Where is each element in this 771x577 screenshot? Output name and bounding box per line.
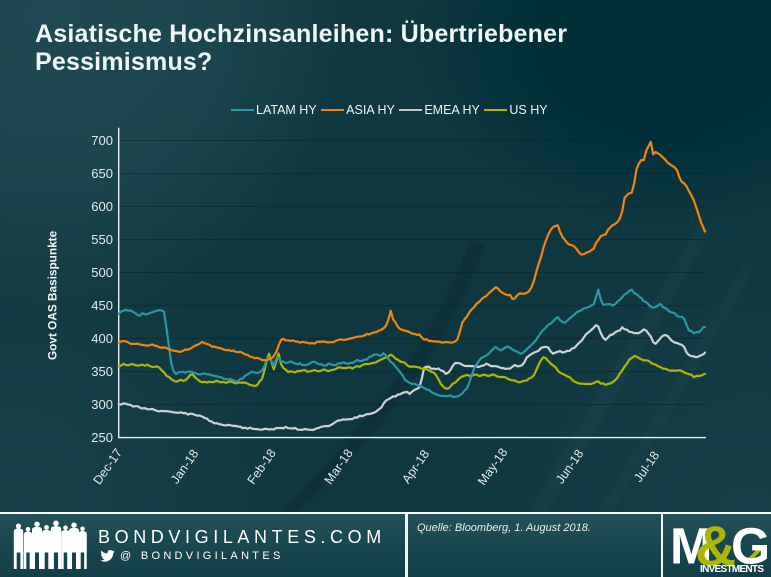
svg-text:700: 700	[91, 133, 113, 148]
svg-text:350: 350	[91, 364, 113, 379]
svg-text:Feb-18: Feb-18	[245, 446, 279, 487]
svg-text:&: &	[695, 517, 736, 575]
svg-text:600: 600	[91, 199, 113, 214]
svg-text:550: 550	[91, 232, 113, 247]
svg-text:250: 250	[91, 430, 113, 445]
svg-text:May-18: May-18	[475, 446, 510, 488]
svg-text:650: 650	[91, 166, 113, 181]
svg-text:500: 500	[91, 265, 113, 280]
svg-text:G: G	[731, 518, 767, 575]
svg-text:M: M	[670, 518, 712, 575]
svg-text:400: 400	[91, 331, 113, 346]
svg-text:Dec-17: Dec-17	[90, 446, 125, 487]
svg-text:450: 450	[91, 298, 113, 313]
svg-text:Apr-18: Apr-18	[399, 447, 432, 486]
svg-text:Jan-18: Jan-18	[168, 447, 201, 486]
svg-text:300: 300	[91, 397, 113, 412]
svg-text:INVESTMENTS: INVESTMENTS	[700, 564, 764, 575]
